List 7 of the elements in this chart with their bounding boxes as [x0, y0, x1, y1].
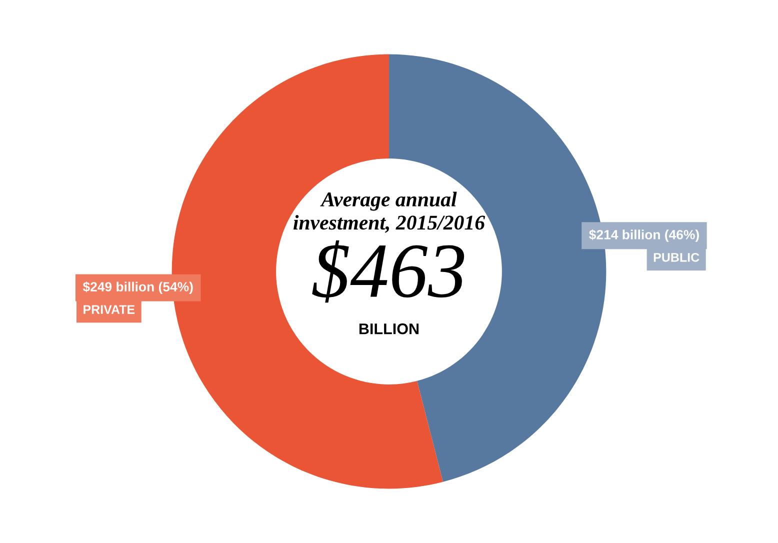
- text: Average annual investment, 2015/2016: [293, 192, 486, 233]
- slice-label: PRIVATE: [84, 305, 135, 314]
- text: $463: [312, 240, 464, 303]
- data-label: $214 billion (46%): [589, 229, 699, 242]
- slice-label: PUBLIC: [654, 252, 700, 262]
- data-label: $249 billion (54%): [82, 282, 193, 294]
- text: BILLION: [359, 323, 419, 334]
